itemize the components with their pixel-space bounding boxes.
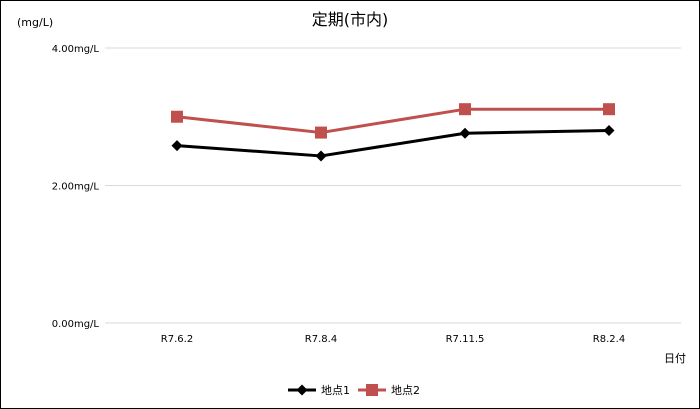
data-point — [315, 150, 327, 162]
data-point — [603, 103, 615, 116]
y-tick-label: 4.00mg/L — [52, 44, 100, 55]
series — [171, 103, 615, 162]
x-tick-label: R7.6.2 — [161, 334, 193, 345]
series-1 — [171, 125, 615, 162]
series-2 — [171, 103, 615, 139]
data-point — [459, 103, 471, 116]
x-tick-label: R7.11.5 — [446, 334, 485, 345]
y-tick-labels: 0.00mg/L 2.00mg/L 4.00mg/L — [52, 44, 100, 330]
data-point — [171, 140, 183, 152]
x-axis-label: 日付 — [664, 352, 686, 365]
y-tick-label: 2.00mg/L — [52, 182, 100, 193]
legend-marker — [366, 384, 378, 396]
data-point — [603, 125, 615, 136]
y-tick-label: 0.00mg/L — [52, 319, 100, 330]
data-point — [315, 126, 327, 139]
legend-item: 地点1 — [288, 384, 350, 397]
legend-item: 地点2 — [358, 384, 420, 397]
legend: 地点1 地点2 — [288, 384, 420, 397]
data-point — [459, 127, 471, 139]
data-point — [171, 110, 183, 123]
legend-label: 地点2 — [391, 384, 420, 397]
x-tick-labels: R7.6.2 R7.8.4 R7.11.5 R8.2.4 — [161, 334, 625, 345]
legend-marker — [296, 384, 308, 396]
series-line — [176, 129, 610, 158]
x-tick-label: R8.2.4 — [593, 334, 625, 345]
gridlines — [105, 47, 681, 324]
series-line — [176, 107, 609, 135]
chart-title: 定期(市内) — [312, 10, 389, 29]
x-tick-label: R7.8.4 — [305, 334, 337, 345]
legend-label: 地点1 — [321, 384, 350, 397]
y-unit-label: (mg/L) — [17, 16, 53, 29]
